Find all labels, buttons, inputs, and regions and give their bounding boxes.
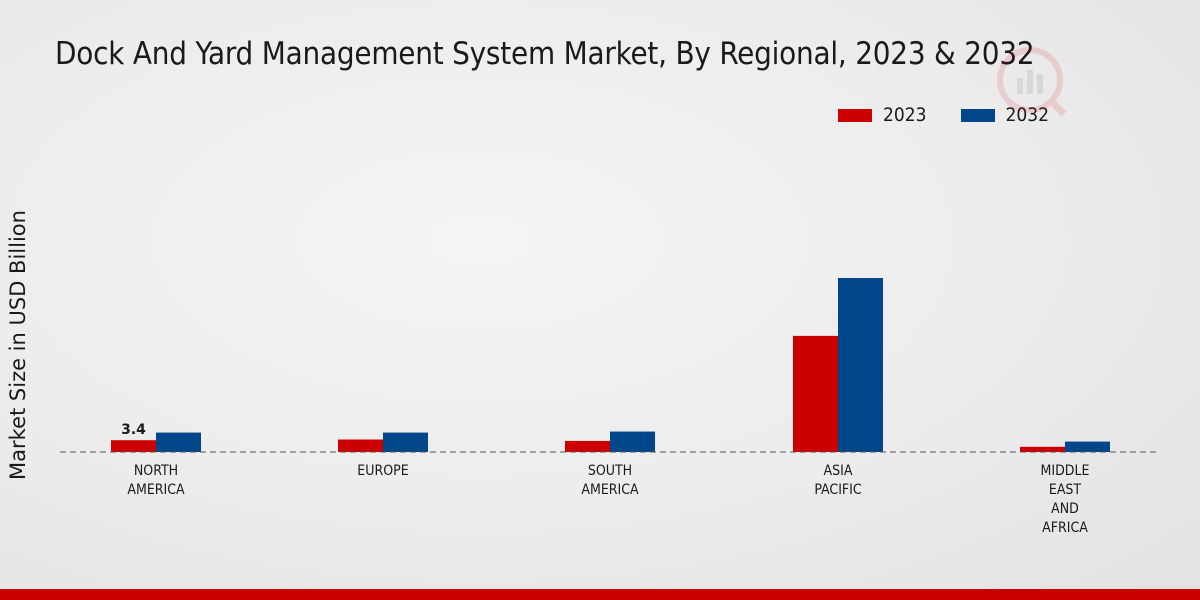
x-tick-label: MIDDLE: [1041, 463, 1090, 479]
x-tick-label: EAST: [1049, 482, 1082, 498]
x-tick-label: AMERICA: [127, 482, 185, 498]
bar-2032-middle-east-and-africa: [1065, 441, 1110, 452]
legend: 2023 2032: [838, 104, 1083, 126]
x-tick-label: AMERICA: [581, 482, 639, 498]
x-tick-label: ASIA: [824, 463, 853, 479]
legend-item-2032: 2032: [960, 104, 1050, 126]
bar-2023-south-america: [565, 440, 610, 452]
legend-item-2023: 2023: [838, 104, 927, 126]
x-tick-label: SOUTH: [588, 463, 632, 479]
bar-2023-north-america: [111, 440, 156, 452]
bar-2023-middle-east-and-africa: [1020, 446, 1065, 452]
bar-2032-south-america: [610, 431, 655, 452]
watermark-logo: [997, 47, 1067, 117]
bar-2023-europe: [338, 439, 383, 452]
x-tick-label: EUROPE: [357, 463, 408, 479]
footer-bar: [0, 589, 1200, 600]
chart-title: Dock And Yard Management System Market, …: [55, 36, 1035, 72]
x-tick-label: AFRICA: [1042, 520, 1088, 536]
x-tick-label: PACIFIC: [814, 482, 862, 498]
bar-2032-europe: [383, 432, 428, 452]
x-tick-label: AND: [1051, 501, 1079, 517]
bar-2032-asia-pacific: [838, 278, 883, 452]
bar-2023-asia-pacific: [793, 335, 838, 452]
data-label: 3.4: [121, 422, 146, 438]
legend-swatch-2032: [960, 108, 995, 122]
legend-label-2023: 2023: [883, 104, 927, 126]
legend-label-2032: 2032: [1005, 104, 1050, 126]
legend-swatch-2023: [838, 108, 872, 122]
bar-2032-north-america: [156, 432, 201, 452]
x-tick-label: NORTH: [134, 463, 178, 479]
